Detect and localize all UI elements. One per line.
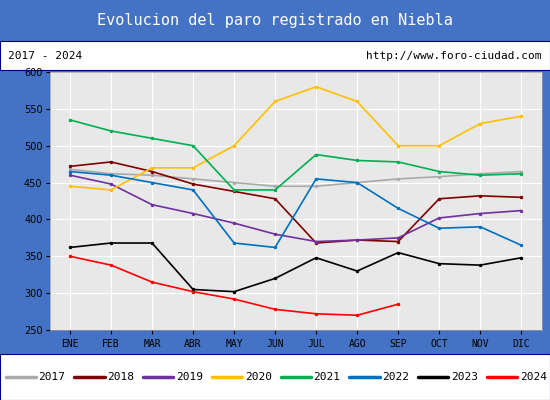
Text: 2019: 2019: [176, 372, 203, 382]
Text: 2018: 2018: [107, 372, 134, 382]
Text: 2024: 2024: [520, 372, 547, 382]
Text: Evolucion del paro registrado en Niebla: Evolucion del paro registrado en Niebla: [97, 14, 453, 28]
Text: 2021: 2021: [314, 372, 340, 382]
Text: 2020: 2020: [245, 372, 272, 382]
Text: http://www.foro-ciudad.com: http://www.foro-ciudad.com: [366, 51, 542, 61]
Text: 2017 - 2024: 2017 - 2024: [8, 51, 82, 61]
Text: 2022: 2022: [382, 372, 409, 382]
Text: 2017: 2017: [39, 372, 65, 382]
Text: 2023: 2023: [451, 372, 478, 382]
